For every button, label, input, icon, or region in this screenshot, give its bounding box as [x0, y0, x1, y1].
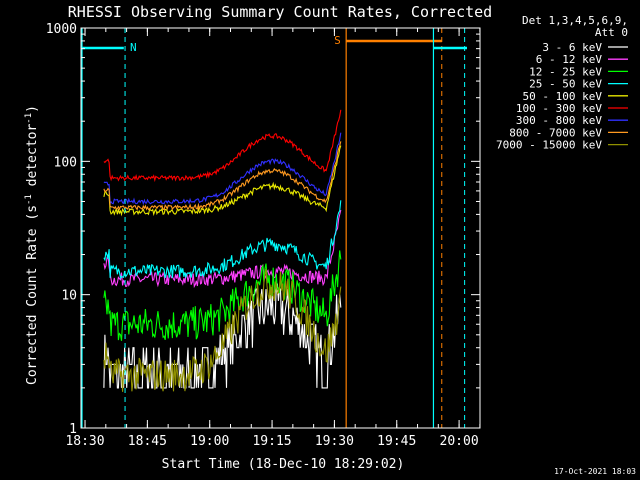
y-tick-label-1: 10 [61, 289, 77, 304]
series-line-0 [103, 283, 342, 389]
legend-header-detectors: Det 1,3,4,5,6,9, [522, 14, 628, 27]
x-tick-label-3: 19:15 [252, 434, 291, 449]
y-tick-label-2: 100 [54, 155, 77, 170]
series-line-4 [103, 145, 342, 217]
legend-header-attenuator: Att 0 [595, 26, 628, 39]
legend-label-6: 300 - 800 keV [516, 114, 602, 127]
series-line-5 [103, 109, 342, 183]
x-tick-label-0: 18:30 [65, 434, 104, 449]
series-line-7 [103, 141, 342, 211]
series-line-1 [103, 209, 342, 289]
saa-marker-label: S [334, 34, 341, 47]
legend-label-5: 100 - 300 keV [516, 102, 602, 115]
x-tick-label-6: 20:00 [440, 434, 479, 449]
legend-label-4: 50 - 100 keV [523, 90, 603, 103]
annotation-layer: NS [81, 28, 467, 428]
x-axis-label: Start Time (18-Dec-10 18:29:02) [162, 457, 405, 472]
series-line-8 [103, 268, 342, 392]
plot-area: NS [81, 28, 467, 428]
x-tick-label-2: 19:00 [190, 434, 229, 449]
plot-frame [80, 27, 481, 429]
y-axis-label: Corrected Count Rate (s-1 detector-1) [24, 105, 40, 385]
chart-title: RHESSI Observing Summary Count Rates, Co… [68, 3, 492, 21]
x-tick-label-4: 19:30 [315, 434, 354, 449]
legend-label-0: 3 - 6 keV [542, 41, 602, 54]
x-tick-label-1: 18:45 [128, 434, 167, 449]
y-tick-label-0: 1 [69, 422, 77, 437]
series-line-6 [103, 132, 342, 206]
y-axis: 1 10 100 1000 [46, 22, 480, 437]
legend-label-7: 800 - 7000 keV [509, 126, 602, 139]
x-tick-label-5: 19:45 [377, 434, 416, 449]
series-line-3 [103, 200, 342, 280]
y-tick-label-3: 1000 [46, 22, 77, 37]
legend-label-8: 7000 - 15000 keV [496, 139, 602, 152]
legend-label-2: 12 - 25 keV [529, 65, 602, 78]
timestamp: 17-Oct-2021 18:03 [554, 467, 636, 476]
legend-label-1: 6 - 12 keV [536, 53, 603, 66]
x-axis: 18:30 18:45 19:00 19:15 19:30 19:45 20:00 [65, 28, 481, 449]
series-layer [103, 109, 342, 392]
legend-label-3: 25 - 50 keV [529, 78, 602, 91]
series-line-2 [103, 250, 342, 341]
night-marker-label: N [130, 41, 137, 54]
